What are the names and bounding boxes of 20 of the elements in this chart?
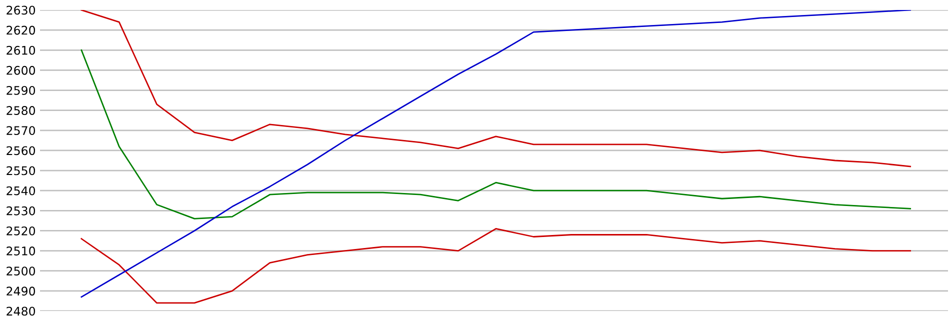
y-tick-label: 2630 bbox=[6, 6, 36, 15]
y-tick-label: 2620 bbox=[6, 26, 36, 35]
y-tick-label: 2520 bbox=[6, 226, 36, 236]
line-series bbox=[80, 10, 912, 168]
y-tick-label: 2510 bbox=[6, 246, 36, 256]
y-tick-label: 2560 bbox=[6, 146, 36, 156]
y-tick-label: 2500 bbox=[6, 266, 36, 276]
y-tick-label: 2550 bbox=[6, 166, 36, 176]
y-tick-label: 2530 bbox=[6, 206, 36, 216]
line-series bbox=[80, 10, 912, 298]
y-tick-label: 2600 bbox=[6, 66, 36, 75]
y-tick-label: 2590 bbox=[6, 86, 36, 95]
line-series bbox=[80, 228, 912, 304]
line-series bbox=[80, 49, 912, 220]
y-tick-label: 2540 bbox=[6, 186, 36, 196]
y-tick-label: 2480 bbox=[6, 306, 36, 316]
y-tick-label: 2580 bbox=[6, 106, 36, 115]
y-tick-label: 2490 bbox=[6, 286, 36, 296]
y-tick-label: 2570 bbox=[6, 126, 36, 136]
y-tick-label: 2610 bbox=[6, 46, 36, 55]
